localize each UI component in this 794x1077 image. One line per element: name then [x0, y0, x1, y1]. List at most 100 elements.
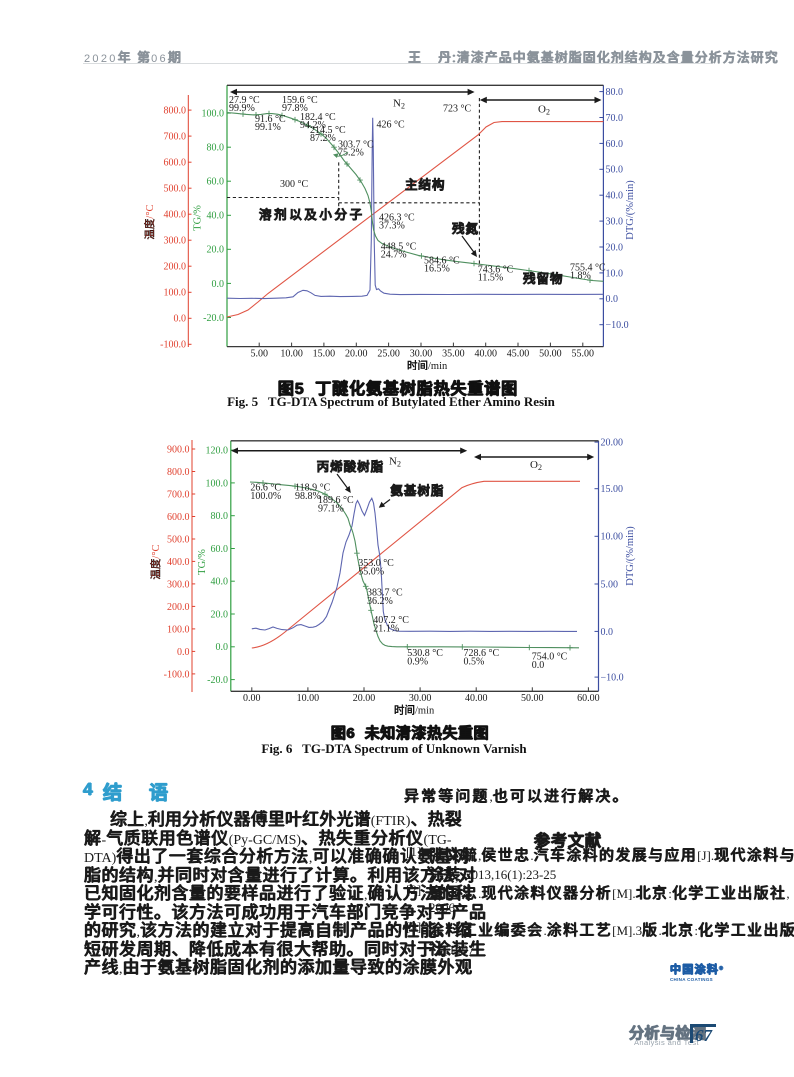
svg-text:0.5%: 0.5%	[464, 657, 485, 668]
svg-text:91.6 °C: 91.6 °C	[255, 114, 286, 125]
svg-text:60.0: 60.0	[211, 544, 229, 555]
svg-text:300 °C: 300 °C	[280, 179, 308, 190]
svg-text:100.0: 100.0	[167, 624, 190, 635]
svg-text:800.0: 800.0	[164, 106, 187, 117]
svg-text:80.0: 80.0	[207, 143, 225, 154]
svg-text:20.0: 20.0	[207, 245, 225, 256]
svg-text:O2: O2	[538, 104, 550, 117]
svg-text:500.0: 500.0	[167, 534, 190, 545]
svg-text:0.0: 0.0	[212, 279, 225, 290]
svg-text:383.7 °C: 383.7 °C	[367, 588, 403, 599]
svg-text:60.00: 60.00	[577, 693, 600, 704]
svg-text:24.7%: 24.7%	[381, 250, 407, 261]
svg-text:0.0: 0.0	[601, 627, 614, 638]
svg-text:94.2%: 94.2%	[300, 120, 326, 131]
svg-text:300.0: 300.0	[167, 579, 190, 590]
svg-text:时间/min: 时间/min	[407, 359, 448, 370]
svg-text:700.0: 700.0	[164, 132, 187, 143]
svg-text:55.0%: 55.0%	[358, 567, 384, 578]
svg-text:50.00: 50.00	[539, 349, 562, 360]
svg-text:100.0: 100.0	[202, 109, 225, 120]
svg-text:60.0: 60.0	[606, 139, 624, 150]
svg-text:755.4 °C: 755.4 °C	[570, 263, 606, 274]
svg-text:溶剂以及小分子: 溶剂以及小分子	[259, 207, 365, 222]
svg-text:N2: N2	[389, 456, 401, 469]
svg-text:600.0: 600.0	[164, 158, 187, 169]
svg-text:100.0: 100.0	[164, 288, 187, 299]
svg-text:0.0: 0.0	[606, 294, 619, 305]
svg-text:723 °C: 723 °C	[443, 104, 471, 115]
svg-text:35.00: 35.00	[442, 349, 465, 360]
svg-text:80.0: 80.0	[606, 87, 624, 98]
svg-text:45.00: 45.00	[507, 349, 530, 360]
svg-text:98.8%: 98.8%	[295, 491, 321, 502]
svg-text:118.9 °C: 118.9 °C	[295, 483, 331, 494]
svg-text:120.0: 120.0	[206, 446, 229, 457]
svg-text:200.0: 200.0	[164, 262, 187, 273]
svg-text:20.0: 20.0	[606, 242, 624, 253]
svg-text:728.6 °C: 728.6 °C	[464, 648, 500, 659]
svg-text:-100.0: -100.0	[164, 669, 190, 680]
svg-text:N2: N2	[393, 98, 405, 111]
svg-text:40.00: 40.00	[465, 693, 488, 704]
svg-text:温度/°C: 温度/°C	[149, 544, 162, 579]
svg-text:200.0: 200.0	[167, 602, 190, 613]
svg-text:60.0: 60.0	[207, 177, 225, 188]
svg-text:189.6 °C: 189.6 °C	[318, 495, 354, 506]
svg-text:10.00: 10.00	[280, 349, 303, 360]
svg-text:75.2%: 75.2%	[338, 148, 364, 159]
svg-text:20.00: 20.00	[345, 349, 368, 360]
svg-text:97.1%: 97.1%	[318, 504, 344, 515]
svg-text:0.9%: 0.9%	[407, 657, 428, 668]
svg-text:5.00: 5.00	[250, 349, 268, 360]
svg-text:70.0: 70.0	[606, 113, 624, 124]
svg-text:残氮: 残氮	[452, 221, 479, 236]
svg-text:时间/min: 时间/min	[394, 704, 435, 716]
svg-text:182.4 °C: 182.4 °C	[300, 112, 336, 123]
svg-text:530.8 °C: 530.8 °C	[407, 648, 443, 659]
svg-text:−10.0: −10.0	[601, 673, 624, 684]
svg-text:900.0: 900.0	[167, 444, 190, 455]
svg-text:20.00: 20.00	[353, 693, 376, 704]
svg-text:600.0: 600.0	[167, 512, 190, 523]
svg-text:500.0: 500.0	[164, 184, 187, 195]
svg-text:30.00: 30.00	[409, 693, 432, 704]
svg-text:40.0: 40.0	[606, 191, 624, 202]
svg-text:TG/%: TG/%	[193, 205, 204, 231]
svg-text:氨基树脂: 氨基树脂	[390, 483, 444, 498]
svg-text:50.0: 50.0	[606, 165, 624, 176]
svg-text:426 °C: 426 °C	[377, 120, 405, 131]
svg-text:TG/%: TG/%	[197, 549, 208, 575]
svg-text:16.5%: 16.5%	[424, 264, 450, 275]
svg-text:DTG/(%/min): DTG/(%/min)	[625, 180, 636, 240]
svg-text:DTG/(%/min): DTG/(%/min)	[625, 526, 636, 586]
svg-text:温度/°C: 温度/°C	[143, 204, 156, 239]
svg-text:40.0: 40.0	[207, 211, 225, 222]
svg-text:97.8%: 97.8%	[282, 103, 308, 114]
svg-text:15.00: 15.00	[313, 349, 336, 360]
svg-text:426.3 °C: 426.3 °C	[379, 213, 415, 224]
svg-text:50.00: 50.00	[521, 693, 544, 704]
svg-text:800.0: 800.0	[167, 467, 190, 478]
svg-text:87.2%: 87.2%	[310, 133, 336, 144]
svg-text:15.00: 15.00	[601, 484, 624, 495]
svg-text:37.3%: 37.3%	[379, 221, 405, 232]
svg-text:100.0: 100.0	[206, 478, 229, 489]
svg-text:主结构: 主结构	[405, 177, 446, 192]
svg-text:80.0: 80.0	[211, 511, 229, 522]
svg-text:30.0: 30.0	[606, 217, 624, 228]
svg-text:27.9 °C: 27.9 °C	[229, 95, 260, 106]
svg-text:-100.0: -100.0	[160, 340, 186, 351]
svg-text:21.1%: 21.1%	[373, 624, 399, 635]
svg-text:O2: O2	[530, 459, 542, 472]
svg-text:11.5%: 11.5%	[478, 273, 503, 284]
svg-text:159.6 °C: 159.6 °C	[282, 95, 318, 106]
svg-text:25.00: 25.00	[377, 349, 400, 360]
svg-text:100.0%: 100.0%	[250, 491, 281, 502]
svg-text:448.5 °C: 448.5 °C	[381, 242, 417, 253]
svg-text:0.0: 0.0	[177, 647, 190, 658]
svg-text:754.0 °C: 754.0 °C	[532, 652, 568, 663]
svg-text:407.2 °C: 407.2 °C	[373, 615, 409, 626]
svg-text:400.0: 400.0	[164, 210, 187, 221]
svg-text:5.00: 5.00	[601, 579, 619, 590]
